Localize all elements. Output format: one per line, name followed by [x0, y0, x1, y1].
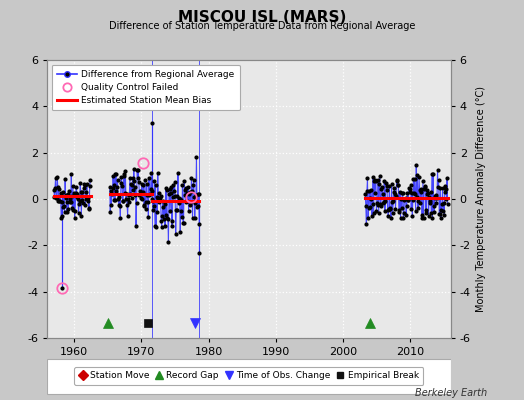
FancyBboxPatch shape: [47, 359, 451, 394]
Text: Berkeley Earth: Berkeley Earth: [415, 388, 487, 398]
Legend: Station Move, Record Gap, Time of Obs. Change, Empirical Break: Station Move, Record Gap, Time of Obs. C…: [74, 367, 423, 385]
Y-axis label: Monthly Temperature Anomaly Difference (°C): Monthly Temperature Anomaly Difference (…: [476, 86, 486, 312]
Legend: Difference from Regional Average, Quality Control Failed, Estimated Station Mean: Difference from Regional Average, Qualit…: [52, 64, 240, 110]
Text: Difference of Station Temperature Data from Regional Average: Difference of Station Temperature Data f…: [109, 21, 415, 31]
Text: MISCOU ISL (MARS): MISCOU ISL (MARS): [178, 10, 346, 25]
